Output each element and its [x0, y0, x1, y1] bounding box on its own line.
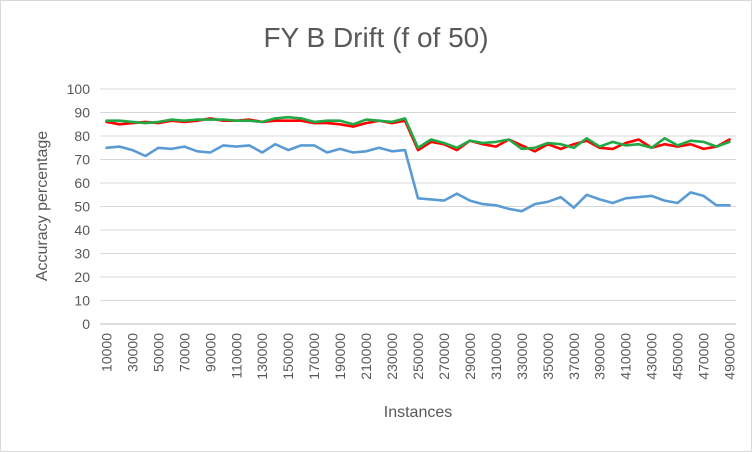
- x-tick-label: 330000: [514, 333, 530, 380]
- y-axis-ticks: 0 10 20 30 40 50 60 70 80 90 100: [67, 81, 91, 332]
- x-tick-label: 250000: [410, 333, 426, 380]
- x-tick-label: 50000: [150, 333, 166, 372]
- x-tick-label: 110000: [228, 333, 244, 379]
- x-tick-label: 170000: [306, 333, 322, 380]
- x-tick-label: 290000: [462, 333, 478, 380]
- x-tick-label: 10000: [98, 333, 114, 372]
- y-tick-label: 10: [74, 293, 90, 309]
- y-tick-label: 60: [74, 175, 90, 191]
- x-tick-label: 490000: [722, 333, 738, 380]
- y-tick-label: 100: [67, 81, 91, 97]
- series-line-1: [105, 142, 731, 213]
- x-tick-label: 450000: [670, 333, 686, 380]
- chart-title: FY B Drift (f of 50): [263, 22, 489, 53]
- y-tick-label: 0: [82, 316, 90, 332]
- x-tick-label: 470000: [696, 333, 712, 380]
- x-tick-label: 150000: [280, 333, 296, 380]
- x-tick-label: 30000: [124, 333, 140, 372]
- x-axis-ticks: 10000 30000 50000 70000 90000 110000 130000 150…: [98, 333, 737, 380]
- x-tick-label: 390000: [592, 333, 608, 380]
- y-tick-label: 40: [74, 222, 90, 238]
- y-axis-title: Accuracy percentage: [34, 131, 51, 281]
- x-tick-label: 90000: [202, 333, 218, 372]
- y-tick-label: 50: [74, 199, 90, 215]
- x-tick-label: 230000: [384, 333, 400, 380]
- x-tick-label: 430000: [644, 333, 660, 380]
- x-tick-label: 70000: [176, 333, 192, 372]
- y-tick-label: 20: [74, 269, 90, 285]
- x-tick-label: 370000: [566, 333, 582, 380]
- y-tick-label: 80: [74, 128, 90, 144]
- x-tick-label: 190000: [332, 333, 348, 380]
- y-tick-label: 70: [74, 152, 90, 168]
- y-tick-label: 30: [74, 246, 90, 262]
- x-tick-label: 210000: [358, 333, 374, 380]
- x-tick-label: 130000: [254, 333, 270, 380]
- gridlines: [100, 88, 736, 325]
- series-line-3: [105, 115, 731, 151]
- series-group: [105, 115, 731, 213]
- x-tick-label: 350000: [540, 333, 556, 380]
- x-tick-label: 410000: [618, 333, 634, 380]
- y-tick-label: 90: [74, 105, 90, 121]
- x-tick-label: 270000: [436, 333, 452, 380]
- x-tick-label: 310000: [488, 333, 504, 380]
- x-axis-title: Instances: [384, 404, 452, 421]
